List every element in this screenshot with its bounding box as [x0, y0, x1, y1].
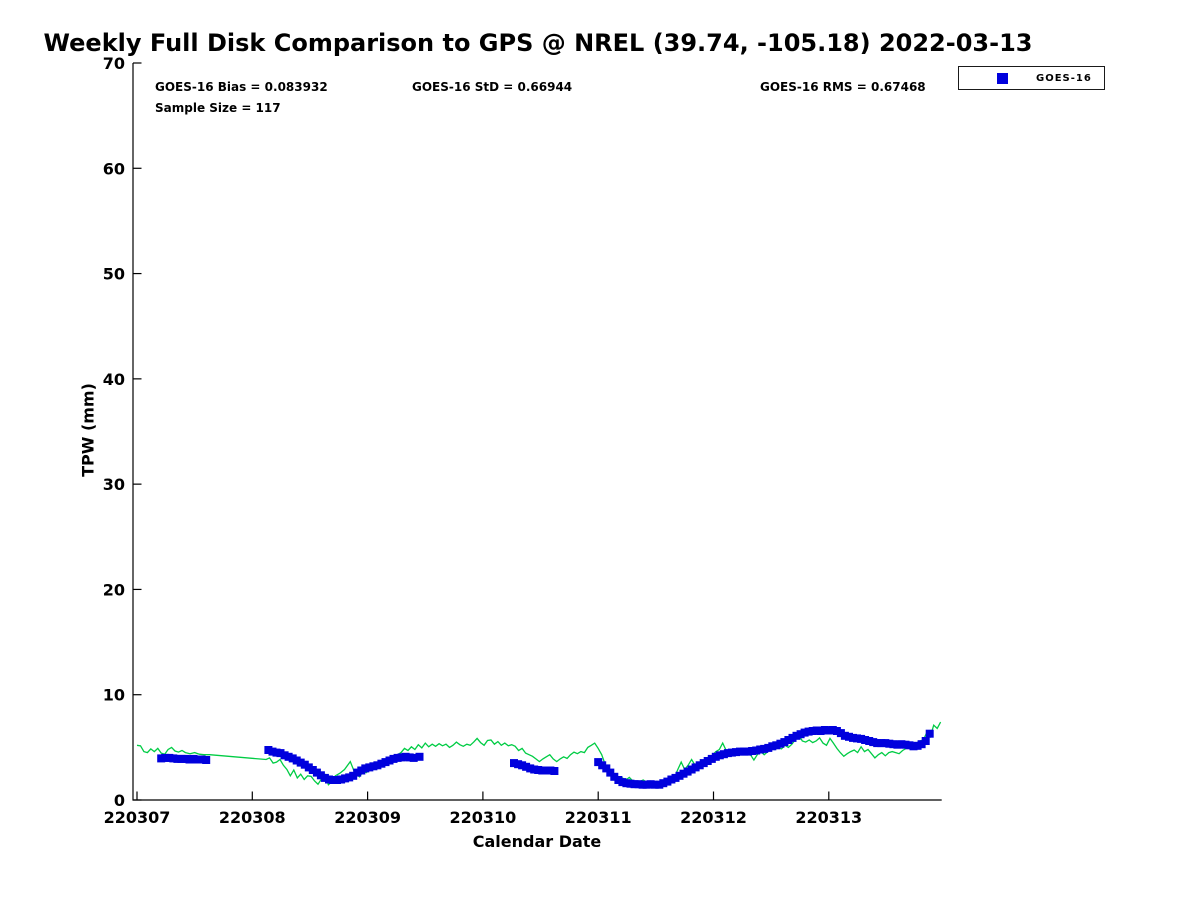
- stat-sample-size: Sample Size = 117: [155, 101, 281, 115]
- goes16-marker: [181, 754, 190, 763]
- goes16-marker: [804, 727, 813, 736]
- x-tick-label: 220313: [795, 808, 862, 827]
- goes16-marker: [760, 744, 769, 753]
- stat-rms: GOES-16 RMS = 0.67468: [760, 80, 926, 94]
- goes16-marker: [202, 756, 211, 764]
- goes16-marker: [284, 752, 293, 761]
- goes16-marker: [510, 759, 518, 768]
- goes16-marker: [650, 780, 659, 789]
- y-tick-label: 10: [103, 686, 125, 705]
- goes16-marker: [602, 764, 611, 773]
- x-tick-label: 220310: [450, 808, 517, 827]
- goes16-marker: [341, 774, 350, 783]
- goes16-marker: [885, 739, 894, 748]
- goes16-marker: [873, 739, 882, 748]
- goes16-marker: [853, 734, 861, 743]
- goes16-marker: [522, 762, 531, 771]
- goes16-marker: [736, 747, 744, 756]
- legend-box: GOES-16: [958, 66, 1105, 90]
- goes16-marker: [703, 757, 712, 765]
- goes16-marker: [784, 736, 793, 744]
- goes16-marker: [828, 726, 837, 734]
- x-axis-label: Calendar Date: [472, 832, 602, 851]
- y-tick-label: 40: [103, 370, 125, 389]
- goes16-marker: [365, 763, 374, 772]
- goes16-marker: [917, 740, 926, 749]
- goes16-marker: [715, 751, 724, 760]
- goes16-marker: [667, 775, 676, 784]
- y-tick-label: 50: [103, 265, 125, 284]
- goes16-marker: [377, 759, 386, 768]
- goes16-marker: [642, 780, 651, 789]
- goes16-marker: [630, 780, 639, 789]
- y-tick-label: 60: [103, 159, 125, 178]
- goes16-marker: [861, 736, 870, 744]
- goes16-marker: [816, 727, 825, 735]
- y-tick-label: 0: [114, 791, 125, 810]
- goes16-marker: [169, 754, 178, 763]
- goes16-marker: [606, 768, 615, 777]
- x-tick-label: 220308: [219, 808, 286, 827]
- y-tick-label: 20: [103, 580, 125, 599]
- goes16-marker: [333, 776, 341, 784]
- chart-title: Weekly Full Disk Comparison to GPS @ NRE…: [43, 29, 1033, 57]
- goes16-marker: [542, 766, 551, 775]
- goes16-marker: [909, 742, 918, 751]
- stat-bias: GOES-16 Bias = 0.083932: [155, 80, 328, 94]
- goes16-marker: [308, 766, 317, 774]
- goes16-marker: [534, 766, 543, 774]
- goes16-marker: [296, 758, 305, 767]
- goes16-marker: [550, 767, 559, 775]
- goes16-marker: [193, 755, 202, 764]
- goes16-marker: [161, 753, 170, 762]
- goes16-marker: [792, 731, 801, 740]
- goes16-marker: [409, 753, 418, 762]
- goes16-marker: [921, 737, 930, 745]
- goes16-marker: [401, 752, 410, 761]
- goes16-marker: [840, 731, 849, 740]
- goes16-marker: [727, 748, 736, 757]
- x-tick-label: 220311: [565, 808, 632, 827]
- goes16-marker: [679, 769, 688, 778]
- axis-lines: [132, 63, 942, 801]
- goes16-marker: [748, 747, 757, 755]
- goes16-marker: [772, 741, 781, 750]
- x-tick-label: 220312: [680, 808, 747, 827]
- goes16-marker: [622, 779, 631, 788]
- goes16-marker: [276, 749, 285, 758]
- x-tick-label: 220307: [104, 808, 171, 827]
- goes16-marker: [320, 773, 329, 782]
- x-tick-label: 220309: [334, 808, 401, 827]
- goes16-marker: [197, 755, 206, 764]
- goes16-marker: [659, 779, 668, 788]
- goes16-marker: [415, 752, 424, 761]
- goes16-marker: [610, 772, 619, 781]
- green-line-series: [136, 721, 942, 786]
- legend-label: GOES-16: [1036, 72, 1092, 84]
- y-tick-label: 30: [103, 475, 125, 494]
- goes16-marker: [389, 754, 398, 763]
- stat-std: GOES-16 StD = 0.66944: [412, 80, 573, 94]
- goes16-marker: [897, 740, 906, 749]
- goes16-marker: [691, 763, 700, 772]
- goes16-marker: [353, 768, 362, 777]
- goes16-marker: [925, 729, 934, 738]
- goes16-marker: [598, 761, 607, 770]
- legend-marker-square-icon: [997, 72, 1008, 84]
- goes16-marker: [264, 746, 273, 754]
- y-tick-label: 70: [103, 54, 125, 73]
